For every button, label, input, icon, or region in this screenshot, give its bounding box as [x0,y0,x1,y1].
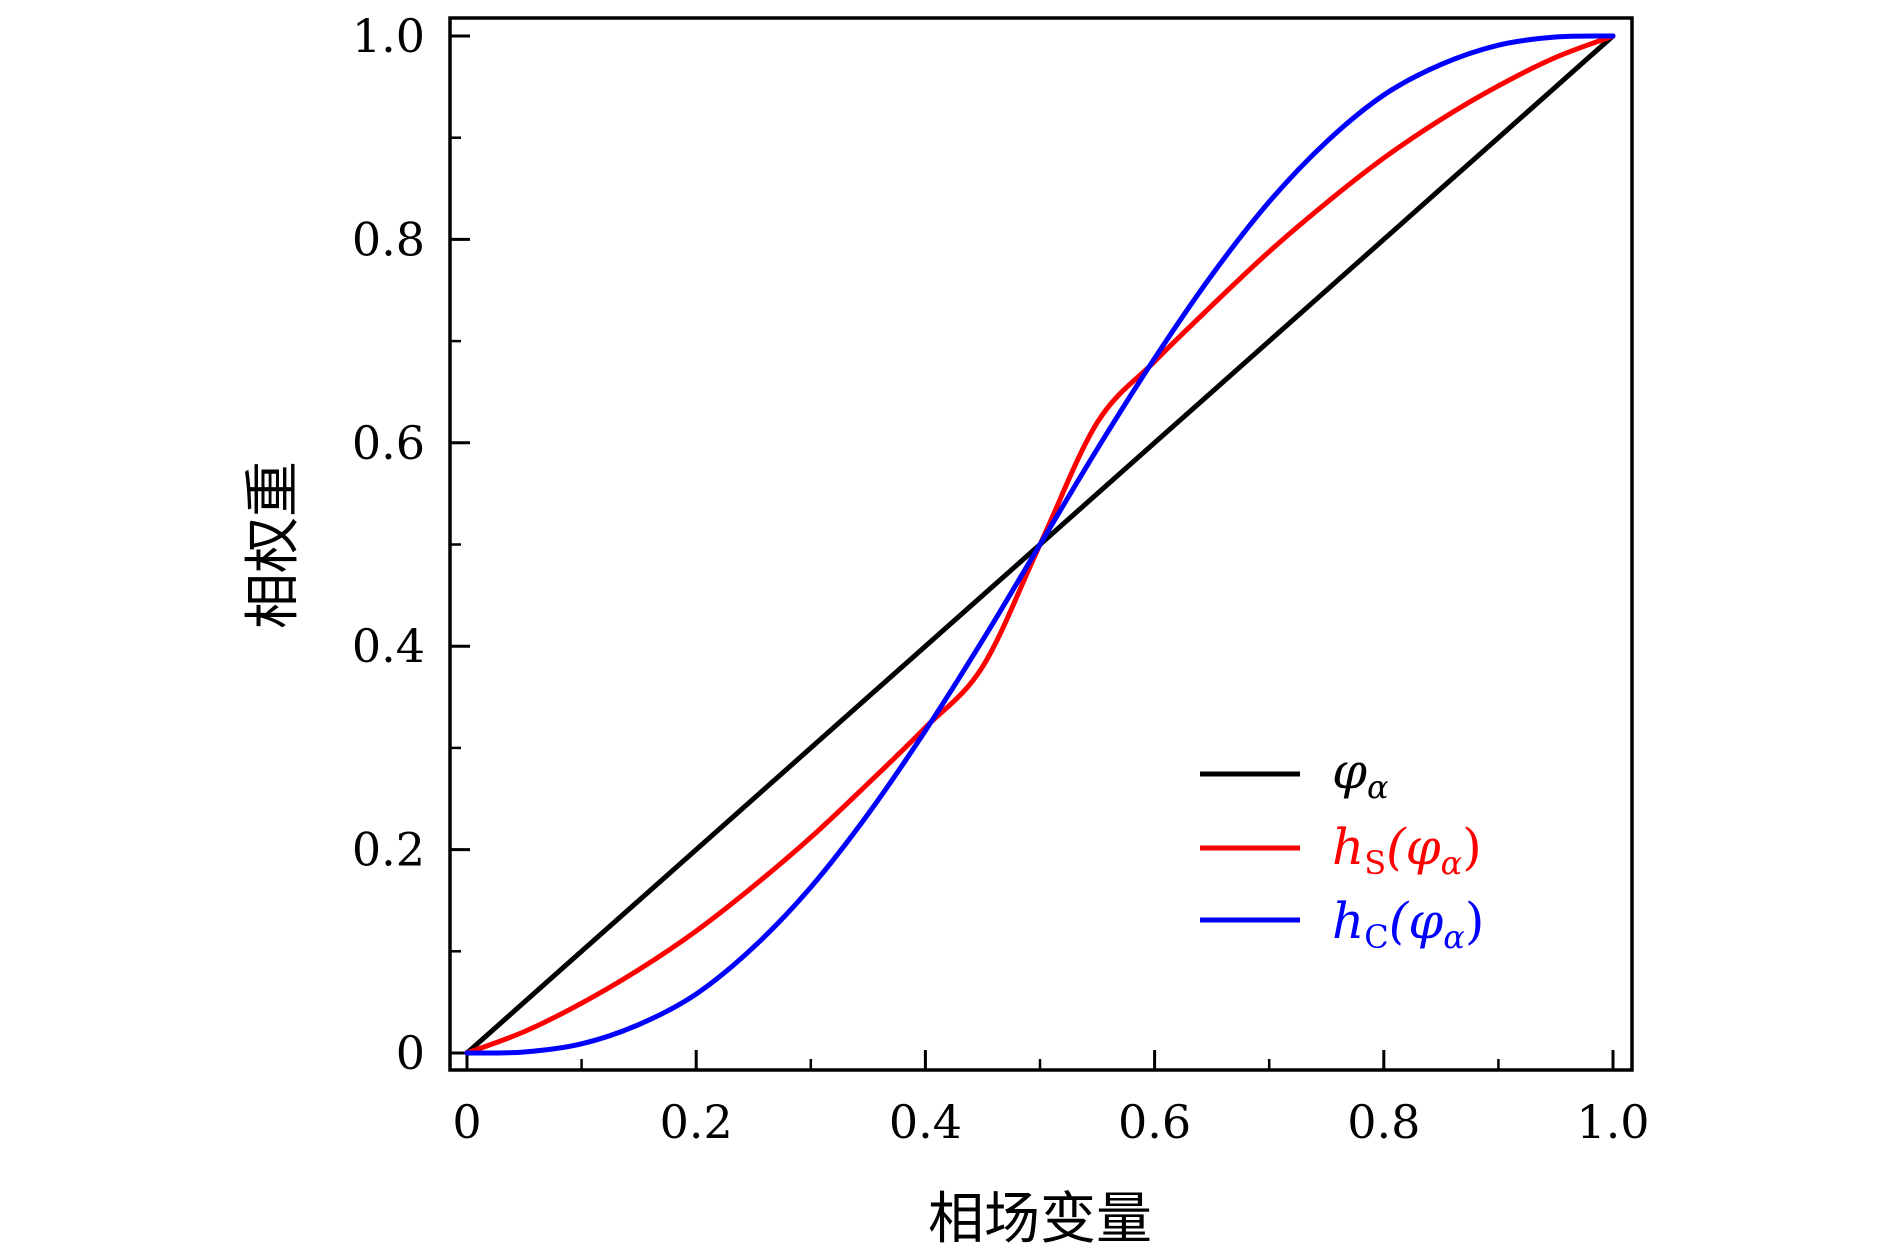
y-tick-label: 0.8 [352,212,425,266]
y-tick-label: 0 [396,1026,425,1080]
series-lines [464,33,1616,1056]
legend-entry-phi: φα [1200,742,1389,806]
legend-hC-arg-sub: α [1443,918,1465,956]
legend-hS-sub: S [1364,844,1386,882]
legend-hS-h: h [1332,818,1364,876]
legend-hS-arg-sub: α [1441,844,1463,882]
x-tick-label: 0.6 [1118,1095,1191,1149]
y-tick-label: 0.6 [352,416,425,470]
x-tick-label: 0.8 [1347,1095,1420,1149]
legend-hS-close: ) [1462,818,1482,876]
y-tick-labels: 0 0.2 0.4 0.6 0.8 1.0 [352,9,425,1080]
legend-hC-sub: C [1364,918,1388,956]
x-axis-title: 相场变量 [928,1187,1152,1252]
x-tick-label: 1.0 [1576,1095,1649,1149]
legend-hC-close: ) [1465,892,1485,950]
plot-frame [448,16,1634,1072]
x-tick-label: 0 [452,1095,481,1149]
y-axis-title: 相权重 [241,461,306,629]
legend-label-hS: hS(φα) [1332,818,1482,882]
x-tick-label: 0.4 [889,1095,962,1149]
y-tick-label: 1.0 [352,9,425,63]
legend-hS-arg: (φ [1386,818,1441,876]
x-tick-labels: 0 0.2 0.4 0.6 0.8 1.0 [452,1095,1649,1149]
legend-label-phi: φα [1332,742,1389,806]
legend-entry-hC: hC(φα) [1200,892,1484,956]
legend-phi-symbol: φ [1332,742,1367,800]
y-tick-label: 0.4 [352,619,425,673]
legend-phi-sub: α [1367,768,1389,806]
x-tick-label: 0.2 [660,1095,733,1149]
legend-label-hC: hC(φα) [1332,892,1484,956]
series-line-hC [464,33,1616,1056]
legend: φα hS(φα) hC(φα) [1200,742,1484,956]
y-tick-label: 0.2 [352,823,425,877]
legend-hC-h: h [1332,892,1364,950]
legend-entry-hS: hS(φα) [1200,818,1482,882]
legend-hC-arg: (φ [1389,892,1444,950]
